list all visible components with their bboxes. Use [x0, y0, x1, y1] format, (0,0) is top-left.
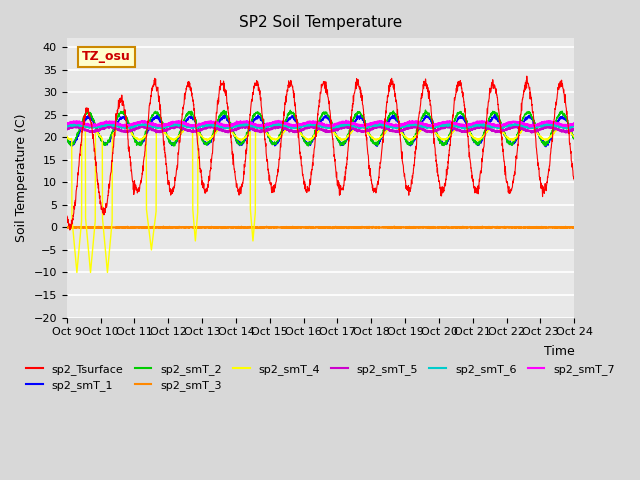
sp2_smT_5: [526, 128, 534, 134]
sp2_smT_3: [570, 225, 578, 230]
sp2_smT_7: [468, 121, 476, 127]
sp2_smT_1: [540, 141, 548, 146]
sp2_smT_7: [527, 124, 535, 130]
sp2_smT_2: [570, 136, 578, 142]
Line: sp2_Tsurface: sp2_Tsurface: [67, 76, 574, 230]
sp2_smT_4: [335, 135, 343, 141]
sp2_smT_1: [204, 140, 212, 146]
sp2_smT_4: [570, 133, 578, 139]
sp2_smT_3: [526, 225, 534, 231]
sp2_smT_2: [526, 111, 534, 117]
Line: sp2_smT_7: sp2_smT_7: [67, 120, 574, 127]
sp2_smT_6: [335, 123, 343, 129]
sp2_smT_5: [540, 124, 548, 130]
sp2_smT_5: [346, 125, 354, 131]
sp2_smT_6: [346, 122, 354, 128]
sp2_smT_2: [346, 127, 354, 132]
sp2_smT_5: [570, 127, 578, 132]
sp2_smT_7: [342, 118, 350, 123]
sp2_smT_1: [570, 136, 578, 142]
sp2_smT_7: [63, 121, 70, 127]
sp2_smT_5: [204, 124, 212, 130]
sp2_smT_5: [63, 127, 70, 132]
sp2_smT_6: [63, 122, 70, 128]
sp2_smT_4: [468, 133, 476, 139]
Text: Time: Time: [543, 346, 574, 359]
sp2_smT_3: [346, 224, 354, 230]
Line: sp2_smT_2: sp2_smT_2: [67, 110, 574, 146]
sp2_Tsurface: [63, 213, 70, 219]
sp2_smT_3: [63, 224, 70, 230]
sp2_Tsurface: [468, 170, 476, 176]
sp2_smT_2: [204, 140, 212, 145]
sp2_smT_3: [159, 224, 167, 229]
Y-axis label: Soil Temperature (C): Soil Temperature (C): [15, 114, 28, 242]
sp2_smT_7: [540, 120, 548, 126]
sp2_smT_1: [63, 137, 70, 143]
sp2_Tsurface: [205, 177, 212, 183]
sp2_smT_4: [205, 137, 212, 143]
Title: SP2 Soil Temperature: SP2 Soil Temperature: [239, 15, 402, 30]
sp2_smT_2: [305, 143, 312, 149]
sp2_smT_5: [528, 130, 536, 135]
sp2_smT_3: [205, 225, 212, 230]
sp2_smT_7: [346, 119, 354, 125]
sp2_smT_1: [542, 144, 550, 150]
sp2_smT_3: [335, 224, 343, 230]
sp2_Tsurface: [540, 187, 548, 192]
sp2_smT_7: [570, 121, 578, 127]
sp2_smT_7: [526, 124, 534, 130]
sp2_smT_1: [492, 111, 499, 117]
sp2_smT_2: [540, 138, 548, 144]
sp2_smT_6: [540, 122, 548, 128]
sp2_smT_6: [468, 124, 476, 130]
sp2_smT_5: [335, 126, 342, 132]
sp2_Tsurface: [526, 87, 534, 93]
sp2_smT_6: [526, 123, 534, 129]
sp2_smT_3: [468, 225, 476, 230]
sp2_smT_3: [467, 226, 475, 231]
sp2_smT_5: [468, 127, 476, 133]
Legend: sp2_Tsurface, sp2_smT_1, sp2_smT_2, sp2_smT_3, sp2_smT_4, sp2_smT_5, sp2_smT_6, : sp2_Tsurface, sp2_smT_1, sp2_smT_2, sp2_…: [22, 360, 620, 396]
sp2_smT_3: [540, 225, 548, 230]
sp2_smT_1: [346, 131, 354, 137]
sp2_smT_4: [526, 123, 534, 129]
sp2_smT_1: [335, 139, 342, 144]
sp2_smT_2: [468, 134, 476, 140]
sp2_smT_1: [526, 113, 534, 119]
Text: TZ_osu: TZ_osu: [82, 50, 131, 63]
Line: sp2_smT_3: sp2_smT_3: [67, 227, 574, 228]
sp2_Tsurface: [66, 227, 74, 233]
sp2_smT_4: [63, 133, 70, 139]
sp2_smT_2: [335, 139, 343, 145]
sp2_smT_6: [204, 123, 212, 129]
sp2_Tsurface: [346, 127, 354, 132]
sp2_smT_2: [63, 136, 70, 142]
sp2_smT_6: [570, 122, 578, 128]
sp2_smT_4: [490, 122, 498, 128]
Line: sp2_smT_1: sp2_smT_1: [67, 114, 574, 147]
sp2_Tsurface: [335, 183, 343, 189]
sp2_smT_1: [468, 134, 476, 140]
sp2_smT_7: [335, 120, 342, 126]
Line: sp2_smT_5: sp2_smT_5: [67, 125, 574, 132]
sp2_smT_6: [461, 126, 469, 132]
sp2_smT_6: [308, 120, 316, 126]
sp2_smT_2: [422, 107, 429, 113]
sp2_Tsurface: [523, 73, 531, 79]
sp2_smT_4: [346, 131, 354, 137]
sp2_smT_5: [511, 122, 519, 128]
Line: sp2_smT_4: sp2_smT_4: [67, 125, 574, 273]
Line: sp2_smT_6: sp2_smT_6: [67, 123, 574, 129]
sp2_Tsurface: [570, 177, 578, 183]
sp2_smT_7: [204, 120, 212, 125]
sp2_smT_4: [540, 136, 548, 142]
sp2_smT_4: [73, 270, 81, 276]
